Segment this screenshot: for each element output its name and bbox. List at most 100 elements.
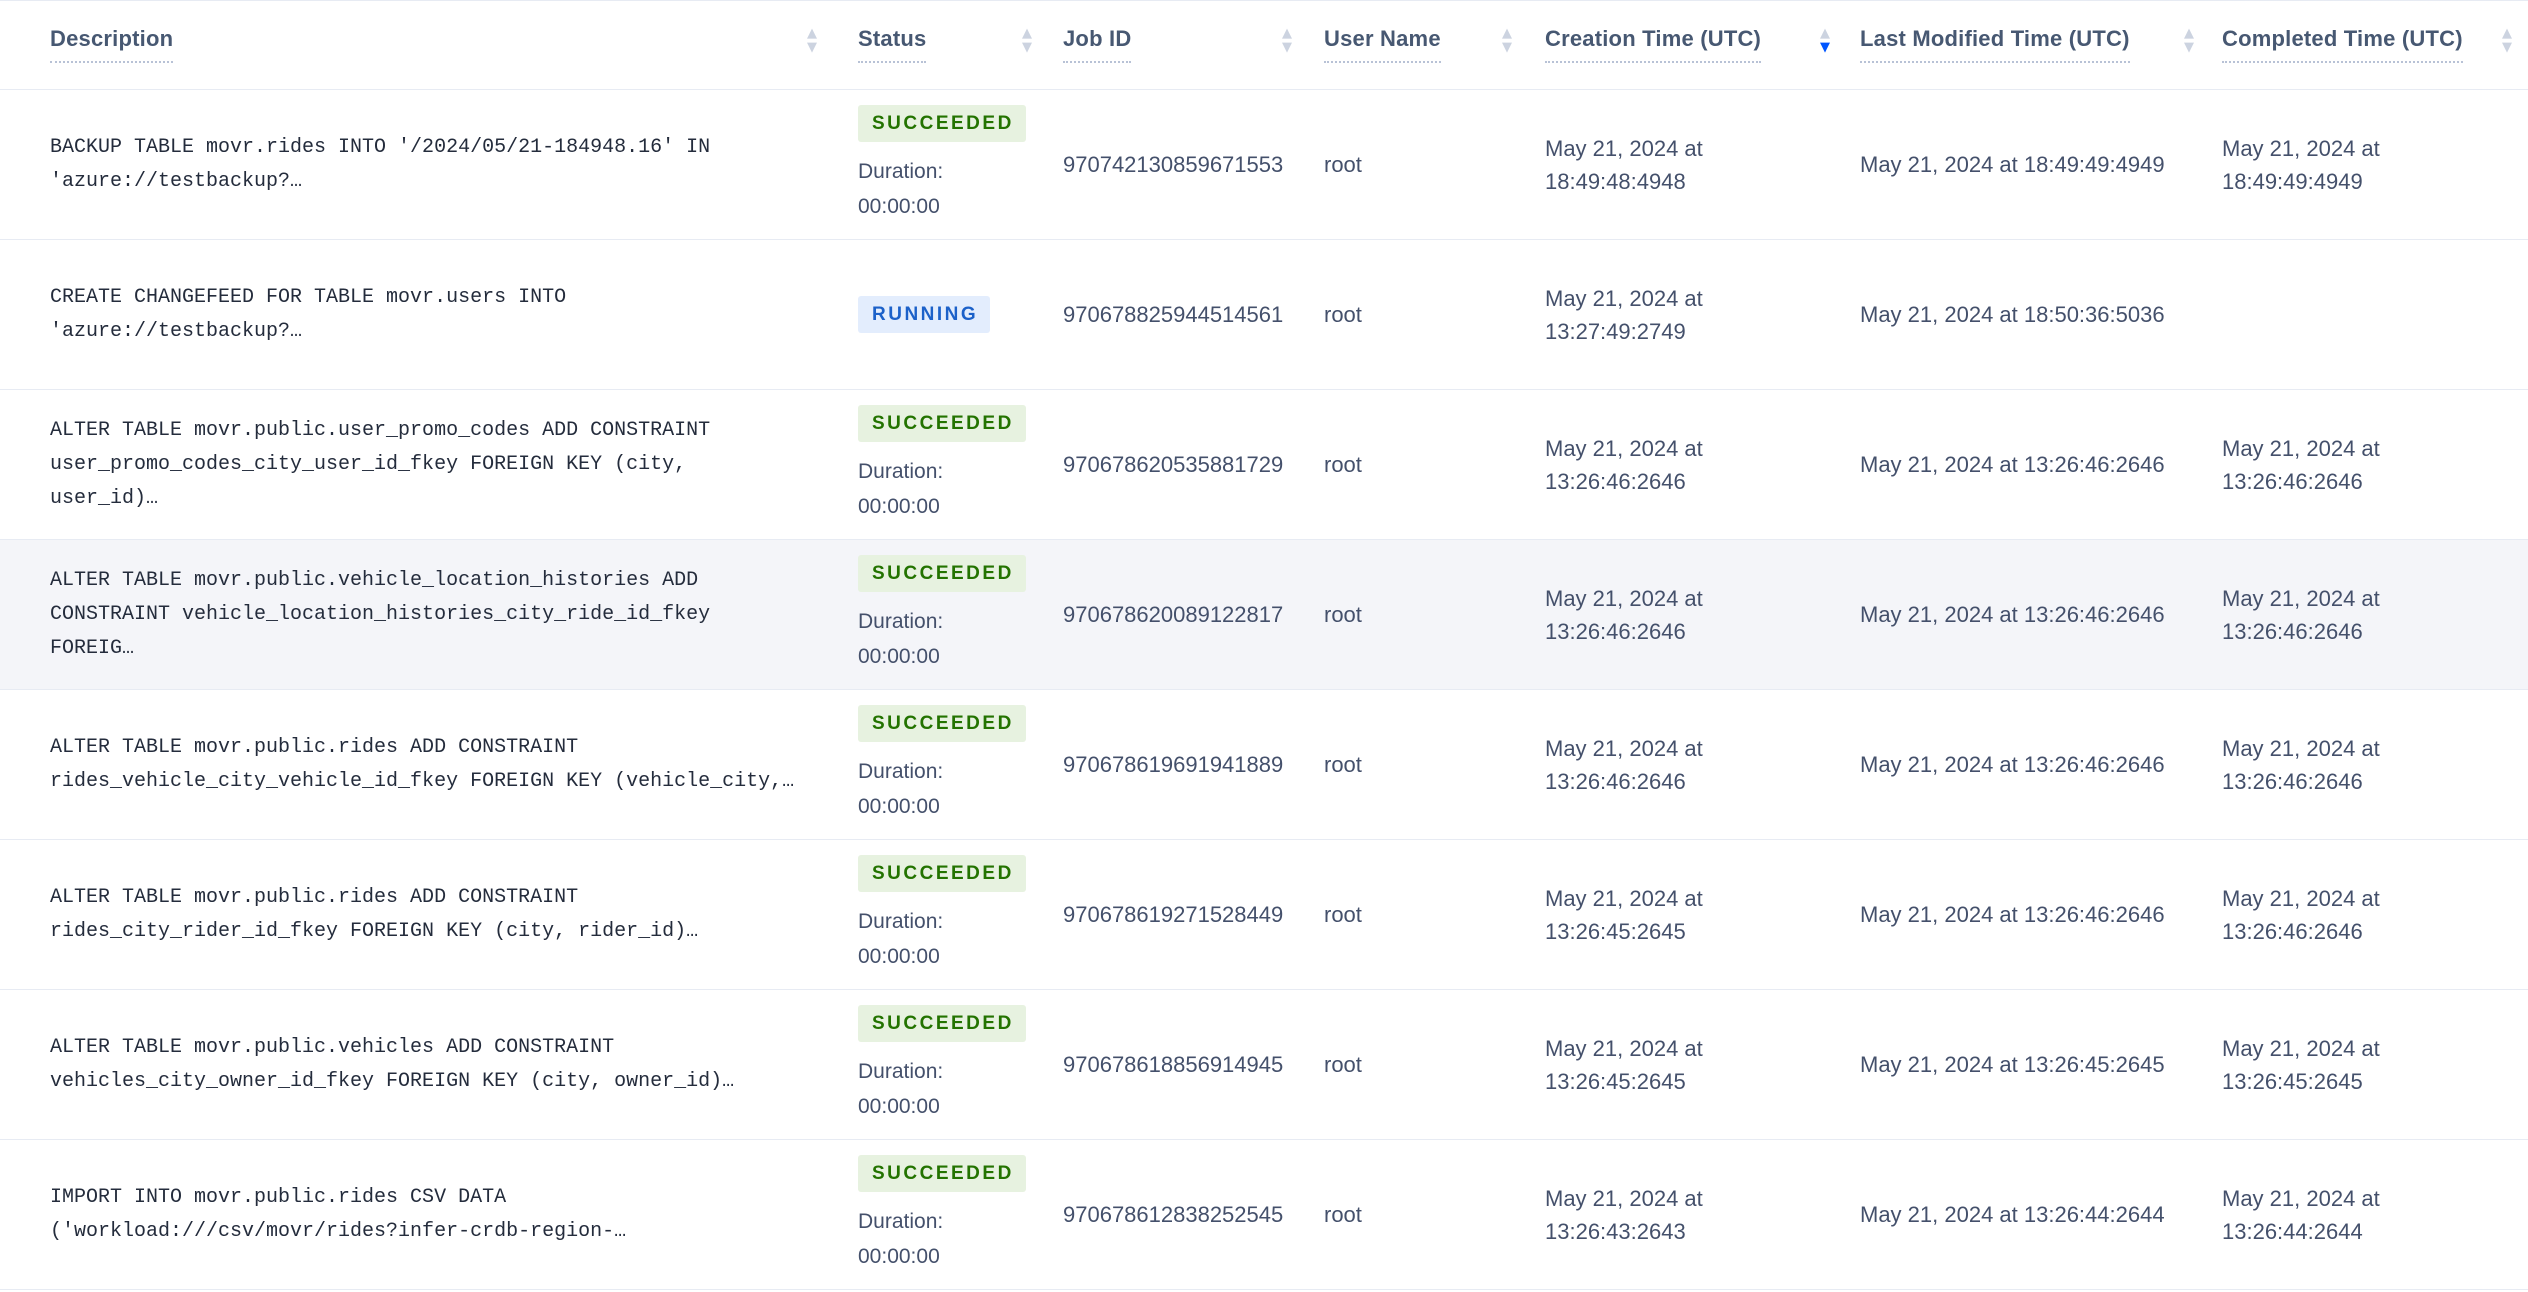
column-header-label[interactable]: Status — [858, 26, 927, 63]
job-duration: Duration: 00:00:00 — [858, 154, 1026, 224]
job-id: 970678619691941889 — [1063, 752, 1284, 777]
sort-asc-icon[interactable]: ▲ — [1282, 26, 1292, 41]
column-header-label[interactable]: Last Modified Time (UTC) — [1860, 26, 2130, 63]
last-modified-time: May 21, 2024 at 18:50:36:5036 — [1860, 302, 2165, 327]
table-body: BACKUP TABLE movr.rides INTO '/2024/05/2… — [0, 90, 2528, 1290]
completed-time: May 21, 2024 at 13:26:44:2644 — [2222, 1185, 2380, 1244]
job-duration: Duration: 00:00:00 — [858, 1054, 1026, 1124]
sort-desc-icon[interactable]: ▼ — [1282, 40, 1292, 55]
status-badge: SUCCEEDED — [858, 855, 1026, 892]
job-id: 970678825944514561 — [1063, 302, 1284, 327]
job-description[interactable]: ALTER TABLE movr.public.vehicles ADD CON… — [50, 1035, 735, 1093]
duration-label: Duration: — [858, 610, 944, 633]
job-id: 970678620535881729 — [1063, 452, 1284, 477]
sort-icon[interactable]: ▲ ▼ — [1820, 26, 1830, 55]
sort-asc-icon[interactable]: ▲ — [807, 26, 817, 41]
completed-time: May 21, 2024 at 13:26:46:2646 — [2222, 735, 2380, 794]
last-modified-time: May 21, 2024 at 13:26:45:2645 — [1860, 1052, 2165, 1077]
duration-value: 00:00:00 — [858, 645, 940, 668]
column-header-last-modified-time[interactable]: Last Modified Time (UTC) ▲ ▼ — [1858, 1, 2222, 89]
creation-time: May 21, 2024 at 13:26:43:2643 — [1545, 1185, 1703, 1244]
user-name: root — [1324, 902, 1362, 927]
sort-desc-icon[interactable]: ▼ — [807, 40, 817, 55]
job-description[interactable]: ALTER TABLE movr.public.rides ADD CONSTR… — [50, 735, 795, 793]
table-row[interactable]: BACKUP TABLE movr.rides INTO '/2024/05/2… — [0, 90, 2528, 240]
table-row[interactable]: CREATE CHANGEFEED FOR TABLE movr.users I… — [0, 240, 2528, 390]
status-badge: SUCCEEDED — [858, 105, 1026, 142]
table-row[interactable]: ALTER TABLE movr.public.rides ADD CONSTR… — [0, 840, 2528, 990]
job-description[interactable]: ALTER TABLE movr.public.rides ADD CONSTR… — [50, 885, 699, 943]
table-header: Description ▲ ▼ Status ▲ ▼ Job ID ▲ ▼ User … — [0, 0, 2528, 90]
column-header-label[interactable]: Description — [50, 26, 174, 63]
job-description[interactable]: CREATE CHANGEFEED FOR TABLE movr.users I… — [50, 285, 567, 343]
user-name: root — [1324, 1202, 1362, 1227]
column-header-creation-time[interactable]: Creation Time (UTC) ▲ ▼ — [1540, 1, 1858, 89]
sort-desc-icon[interactable]: ▼ — [2502, 40, 2512, 55]
column-header-label[interactable]: Creation Time (UTC) — [1545, 26, 1762, 63]
sort-desc-icon[interactable]: ▼ — [1502, 40, 1512, 55]
completed-time: May 21, 2024 at 13:26:46:2646 — [2222, 435, 2380, 494]
creation-time: May 21, 2024 at 13:27:49:2749 — [1545, 285, 1703, 344]
status-badge: SUCCEEDED — [858, 705, 1026, 742]
sort-desc-icon[interactable]: ▼ — [2184, 40, 2194, 55]
sort-icon[interactable]: ▲ ▼ — [2184, 26, 2194, 55]
duration-value: 00:00:00 — [858, 1245, 940, 1268]
completed-time: May 21, 2024 at 13:26:46:2646 — [2222, 585, 2380, 644]
user-name: root — [1324, 302, 1362, 327]
column-header-label[interactable]: Completed Time (UTC) — [2222, 26, 2463, 63]
table-row[interactable]: ALTER TABLE movr.public.user_promo_codes… — [0, 390, 2528, 540]
sort-icon[interactable]: ▲ ▼ — [1502, 26, 1512, 55]
sort-icon[interactable]: ▲ ▼ — [1282, 26, 1292, 55]
sort-asc-icon[interactable]: ▲ — [2184, 26, 2194, 41]
sort-asc-icon[interactable]: ▲ — [1820, 26, 1830, 41]
column-header-user-name[interactable]: User Name ▲ ▼ — [1320, 1, 1540, 89]
last-modified-time: May 21, 2024 at 13:26:46:2646 — [1860, 452, 2165, 477]
status-badge: RUNNING — [858, 296, 991, 333]
column-header-job-id[interactable]: Job ID ▲ ▼ — [1060, 1, 1320, 89]
job-description[interactable]: IMPORT INTO movr.public.rides CSV DATA (… — [50, 1185, 627, 1243]
duration-label: Duration: — [858, 760, 944, 783]
sort-desc-icon[interactable]: ▼ — [1022, 40, 1032, 55]
last-modified-time: May 21, 2024 at 18:49:49:4949 — [1860, 152, 2165, 177]
sort-icon[interactable]: ▲ ▼ — [1022, 26, 1032, 55]
job-id: 970678612838252545 — [1063, 1202, 1284, 1227]
last-modified-time: May 21, 2024 at 13:26:44:2644 — [1860, 1202, 2165, 1227]
job-id: 970678619271528449 — [1063, 902, 1284, 927]
user-name: root — [1324, 752, 1362, 777]
creation-time: May 21, 2024 at 13:26:46:2646 — [1545, 735, 1703, 794]
sort-icon[interactable]: ▲ ▼ — [807, 26, 817, 55]
status-badge: SUCCEEDED — [858, 1155, 1026, 1192]
column-header-completed-time[interactable]: Completed Time (UTC) ▲ ▼ — [2222, 1, 2528, 89]
column-header-description[interactable]: Description ▲ ▼ — [0, 1, 845, 89]
duration-label: Duration: — [858, 910, 944, 933]
column-header-label[interactable]: User Name — [1324, 26, 1441, 63]
last-modified-time: May 21, 2024 at 13:26:46:2646 — [1860, 602, 2165, 627]
sort-asc-icon[interactable]: ▲ — [1502, 26, 1512, 41]
table-row[interactable]: ALTER TABLE movr.public.rides ADD CONSTR… — [0, 690, 2528, 840]
duration-label: Duration: — [858, 160, 944, 183]
user-name: root — [1324, 1052, 1362, 1077]
column-header-status[interactable]: Status ▲ ▼ — [845, 1, 1060, 89]
last-modified-time: May 21, 2024 at 13:26:46:2646 — [1860, 752, 2165, 777]
job-description[interactable]: ALTER TABLE movr.public.vehicle_location… — [50, 568, 711, 660]
table-row[interactable]: ALTER TABLE movr.public.vehicle_location… — [0, 540, 2528, 690]
job-description[interactable]: BACKUP TABLE movr.rides INTO '/2024/05/2… — [50, 135, 711, 193]
column-header-label[interactable]: Job ID — [1063, 26, 1132, 63]
job-id: 970742130859671553 — [1063, 152, 1284, 177]
sort-desc-icon[interactable]: ▼ — [1820, 40, 1830, 55]
sort-asc-icon[interactable]: ▲ — [2502, 26, 2512, 41]
user-name: root — [1324, 452, 1362, 477]
table-row[interactable]: ALTER TABLE movr.public.vehicles ADD CON… — [0, 990, 2528, 1140]
job-duration: Duration: 00:00:00 — [858, 904, 1026, 974]
completed-time: May 21, 2024 at 18:49:49:4949 — [2222, 135, 2380, 194]
job-description[interactable]: ALTER TABLE movr.public.user_promo_codes… — [50, 418, 711, 510]
sort-icon[interactable]: ▲ ▼ — [2502, 26, 2512, 55]
creation-time: May 21, 2024 at 13:26:46:2646 — [1545, 585, 1703, 644]
table-row[interactable]: IMPORT INTO movr.public.rides CSV DATA (… — [0, 1140, 2528, 1290]
job-duration: Duration: 00:00:00 — [858, 604, 1026, 674]
creation-time: May 21, 2024 at 13:26:45:2645 — [1545, 885, 1703, 944]
sort-asc-icon[interactable]: ▲ — [1022, 26, 1032, 41]
status-badge: SUCCEEDED — [858, 405, 1026, 442]
duration-value: 00:00:00 — [858, 945, 940, 968]
